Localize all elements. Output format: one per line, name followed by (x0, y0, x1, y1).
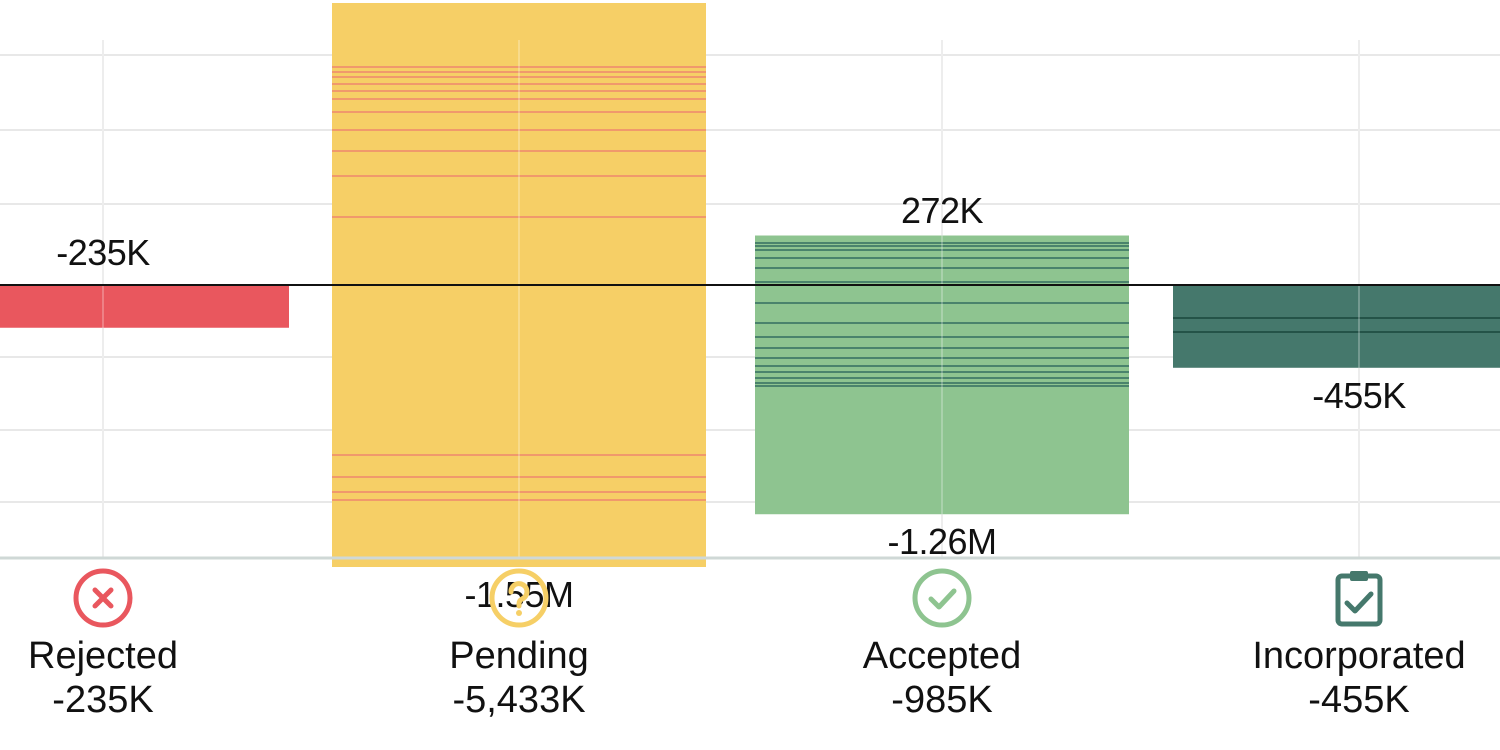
x-circle-icon (0, 566, 253, 630)
check-circle-icon (792, 566, 1092, 630)
value-label-accepted-pos: 272K (900, 189, 984, 231)
value-label-accepted-neg: -1.26M (887, 521, 997, 563)
category-incorporated: Incorporated -455K (1209, 566, 1500, 722)
question-circle-icon (369, 566, 669, 630)
category-label: Incorporated (1252, 635, 1466, 677)
value-label-rejected-neg: -235K (56, 232, 150, 273)
bar-rejected (0, 285, 289, 328)
clipboard-check-icon (1209, 566, 1500, 630)
category-total: -455K (1308, 679, 1410, 721)
category-rejected: Rejected -235K (0, 566, 253, 722)
bar-incorporated (1173, 285, 1500, 368)
category-label: Accepted (862, 635, 1022, 677)
category-label: Rejected (28, 635, 178, 677)
category-total: -235K (52, 679, 154, 721)
category-pending: Pending -5,433K (369, 566, 669, 722)
category-total: -5,433K (452, 679, 586, 721)
category-label: Pending (449, 635, 589, 677)
value-label-incorporated-neg: -455K (1312, 374, 1406, 416)
category-total: -985K (891, 679, 993, 721)
category-accepted: Accepted -985K (792, 566, 1092, 722)
